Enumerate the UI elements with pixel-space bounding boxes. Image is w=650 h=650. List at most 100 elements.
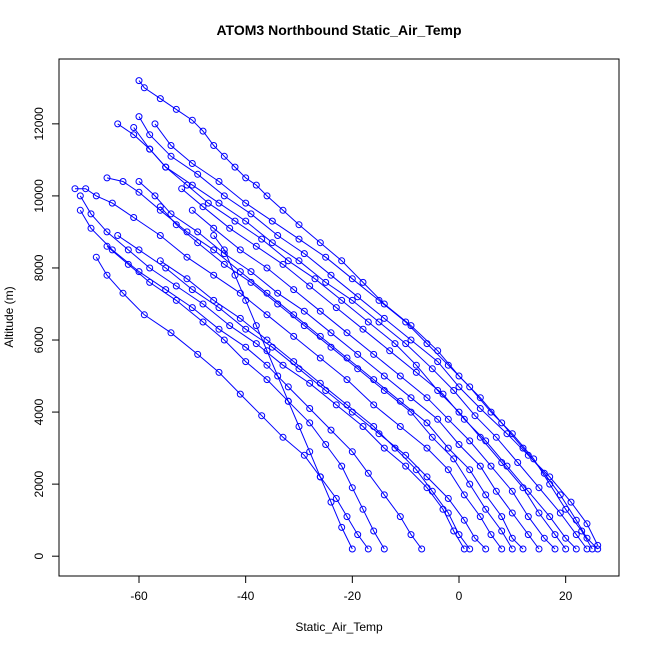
data-point — [498, 419, 506, 427]
data-point — [316, 307, 324, 315]
data-point — [274, 300, 282, 308]
data-point — [92, 192, 100, 200]
data-point — [546, 480, 554, 488]
data-point — [364, 318, 372, 326]
data-point — [156, 257, 164, 265]
data-point — [519, 545, 527, 553]
data-point — [135, 178, 143, 185]
data-point — [220, 336, 228, 344]
data-point — [279, 206, 287, 214]
data-point — [258, 235, 266, 243]
data-point — [370, 423, 378, 430]
data-point — [295, 221, 303, 229]
data-point — [231, 217, 239, 225]
data-point — [407, 336, 415, 344]
data-point — [380, 314, 388, 322]
data-point — [354, 293, 362, 301]
data-point — [492, 433, 500, 441]
series-2 — [130, 124, 591, 553]
data-point — [332, 304, 340, 312]
data-point — [82, 185, 90, 193]
data-point — [460, 415, 468, 423]
data-point — [428, 487, 436, 495]
series-line — [106, 177, 524, 550]
data-point — [108, 199, 116, 207]
data-point — [423, 473, 431, 481]
data-point — [508, 487, 516, 495]
data-point — [114, 232, 122, 239]
data-point — [450, 387, 458, 394]
data-point — [508, 430, 516, 438]
data-point — [199, 300, 207, 308]
data-point — [567, 498, 575, 506]
data-point — [242, 174, 250, 182]
data-point — [402, 462, 410, 470]
data-point — [439, 390, 447, 398]
data-point — [487, 408, 495, 416]
series-line — [75, 188, 503, 550]
data-point — [247, 268, 255, 276]
data-point — [546, 513, 554, 521]
data-point — [210, 246, 218, 254]
data-point — [300, 451, 308, 459]
data-point — [482, 545, 490, 553]
y-tick-label: 2000 — [32, 470, 46, 497]
data-point — [407, 394, 415, 402]
data-point — [359, 505, 367, 513]
data-point — [215, 325, 223, 333]
data-point — [172, 282, 180, 290]
data-point — [156, 232, 164, 239]
data-point — [178, 185, 186, 193]
data-point — [562, 505, 570, 513]
data-point — [242, 217, 250, 225]
data-point — [188, 304, 196, 312]
data-point — [135, 113, 143, 121]
data-point — [247, 278, 255, 286]
data-point — [322, 278, 330, 286]
data-point — [338, 523, 346, 531]
data-point — [263, 264, 271, 272]
data-point — [556, 491, 564, 499]
data-point — [290, 332, 298, 340]
data-point — [551, 545, 559, 553]
data-point — [220, 260, 228, 268]
data-point — [263, 376, 271, 384]
data-point — [290, 286, 298, 294]
data-point — [242, 296, 250, 304]
data-point — [188, 116, 196, 124]
data-point — [231, 163, 239, 171]
data-point — [162, 163, 170, 171]
data-point — [300, 307, 308, 315]
data-point — [466, 545, 474, 553]
data-point — [172, 105, 180, 113]
data-point — [146, 131, 154, 139]
data-point — [450, 455, 458, 463]
data-point — [444, 495, 452, 502]
data-point — [220, 152, 228, 160]
data-point — [594, 541, 602, 549]
data-point — [583, 520, 591, 528]
data-point — [455, 383, 463, 391]
y-axis: 0 2000 4000 6000 8000 10000 12000 — [32, 107, 59, 560]
data-point — [210, 232, 218, 239]
data-point — [444, 444, 452, 452]
data-point — [210, 296, 218, 304]
data-point — [487, 462, 495, 470]
data-point — [183, 253, 191, 261]
data-point — [306, 282, 314, 290]
series-13 — [92, 253, 372, 553]
series-5 — [188, 206, 559, 553]
data-point — [412, 361, 420, 369]
data-point — [167, 210, 175, 218]
data-point — [338, 296, 346, 304]
data-point — [402, 318, 410, 326]
data-point — [359, 423, 367, 430]
data-point — [354, 350, 362, 358]
data-point — [210, 142, 218, 149]
data-point — [519, 444, 527, 452]
data-point — [258, 412, 266, 420]
data-point — [343, 401, 351, 409]
series-layer — [71, 77, 602, 553]
data-point — [572, 531, 580, 539]
data-point — [375, 296, 383, 304]
